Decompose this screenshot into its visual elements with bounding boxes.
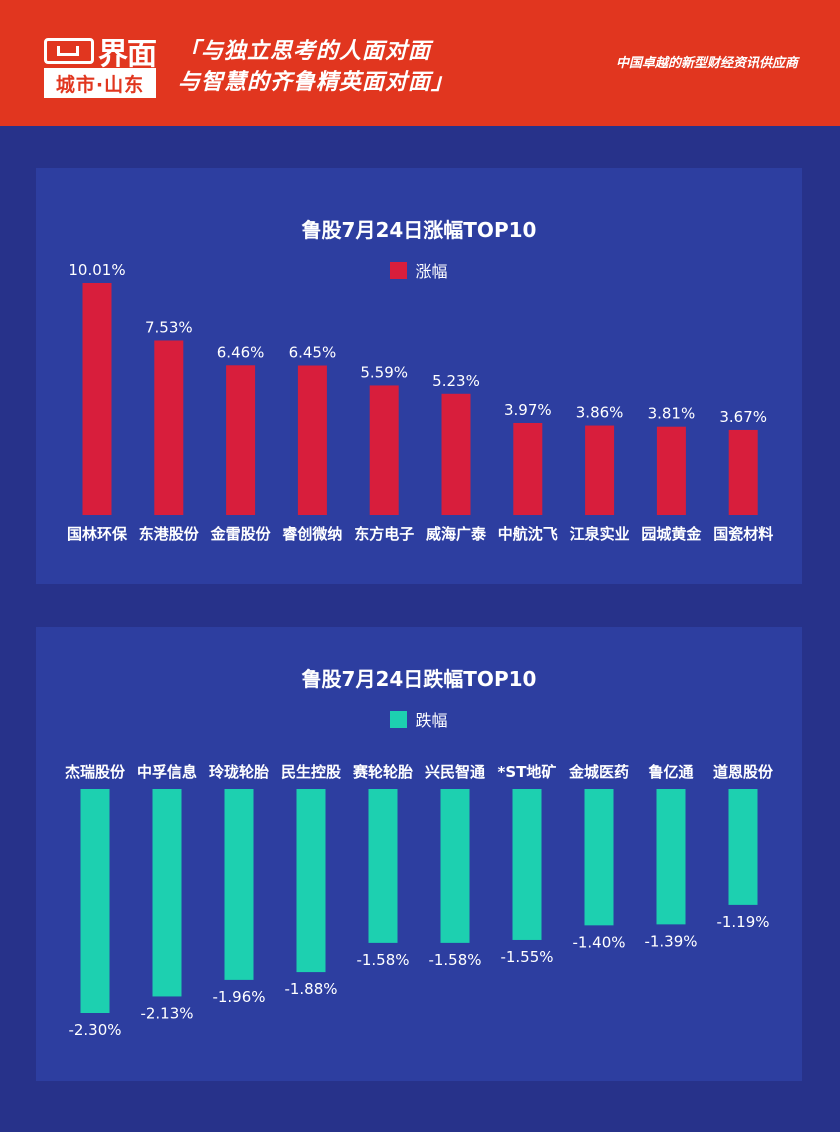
gain-category-label: 江泉实业 — [570, 525, 630, 543]
gainers-chart: 10.01% 国林环保 7.53% 东港股份 6.46% 金雷股份 6.45% 睿创微纳 5.5… — [67, 261, 773, 543]
loss-value-label: -1.39% — [644, 932, 697, 950]
gain-category-label: 威海广泰 — [426, 525, 487, 543]
gain-bar — [369, 385, 399, 515]
gainers-legend-swatch — [390, 261, 408, 279]
gain-value-label: 5.23% — [432, 372, 480, 390]
loss-value-label: -1.55% — [500, 948, 553, 966]
gain-value-label: 7.53% — [145, 318, 193, 336]
loss-bar — [440, 789, 470, 943]
gain-bar — [226, 365, 256, 515]
gain-category-label: 东方电子 — [354, 525, 414, 543]
loss-category-label: 鲁亿通 — [648, 763, 693, 781]
losers-legend-label: 跌幅 — [415, 711, 448, 730]
loss-category-label: 民生控股 — [281, 763, 342, 781]
slogan-line-1: 「与独立思考的人面对面 — [178, 39, 432, 64]
gain-bar — [513, 422, 543, 515]
losers-legend-swatch — [390, 710, 408, 728]
gainers-panel: 鲁股7月24日涨幅TOP10 涨幅 10.01% 国林环保 7.53% 东港股份 6.4… — [36, 168, 802, 584]
gain-category-label: 金雷股份 — [210, 525, 272, 543]
gain-bar — [154, 340, 184, 515]
loss-category-label: 赛轮轮胎 — [352, 763, 413, 781]
loss-value-label: -1.40% — [572, 933, 625, 951]
gain-bar — [728, 429, 758, 515]
gain-bar — [441, 393, 471, 515]
loss-category-label: 道恩股份 — [713, 763, 774, 781]
logo-subtitle: 城市·山东 — [44, 68, 156, 98]
loss-value-label: -2.13% — [140, 1004, 193, 1022]
gain-bar — [297, 365, 327, 515]
loss-bar — [584, 789, 614, 926]
loss-category-label: 玲珑轮胎 — [209, 763, 269, 781]
loss-value-label: -1.96% — [212, 988, 265, 1006]
gain-value-label: 10.01% — [68, 261, 125, 279]
losers-chart-title: 鲁股7月24日跌幅TOP10 — [301, 667, 537, 691]
header-banner: 界面 城市·山东 「与独立思考的人面对面 与智慧的齐鲁精英面对面」 中国卓越的新… — [0, 0, 840, 126]
gain-bar — [585, 425, 615, 515]
gain-category-label: 国林环保 — [67, 525, 128, 543]
gain-value-label: 3.97% — [504, 401, 552, 419]
tagline: 中国卓越的新型财经资讯供应商 — [615, 56, 798, 71]
loss-value-label: -1.19% — [716, 913, 769, 931]
gainers-legend: 涨幅 — [36, 258, 802, 282]
logo-icon — [44, 38, 94, 64]
loss-bar — [80, 789, 110, 1013]
gain-value-label: 3.81% — [648, 405, 696, 423]
losers-chart: -2.30% 杰瑞股份 -2.13% 中孚信息 -1.96% 玲珑轮胎 -1.88% 民生控股… — [65, 763, 774, 1039]
gain-category-label: 园城黄金 — [641, 525, 702, 543]
loss-bar — [728, 789, 758, 905]
loss-bar — [512, 789, 542, 940]
logo-text: 界面 — [98, 37, 157, 72]
gain-value-label: 3.67% — [719, 408, 767, 426]
gain-bar — [82, 283, 112, 515]
loss-value-label: -1.58% — [428, 951, 481, 969]
gain-value-label: 3.86% — [576, 404, 624, 422]
brand-logo: 界面 — [44, 34, 157, 72]
gain-value-label: 6.46% — [217, 343, 265, 361]
loss-category-label: 杰瑞股份 — [65, 763, 126, 781]
loss-category-label: 兴民智通 — [425, 763, 485, 781]
loss-value-label: -1.58% — [356, 951, 409, 969]
losers-panel: 鲁股7月24日跌幅TOP10 跌幅 -2.30% 杰瑞股份 -2.13% 中孚信息 -1… — [36, 627, 802, 1081]
loss-category-label: 金城医药 — [568, 763, 629, 781]
loss-bar — [296, 789, 326, 973]
loss-bar — [656, 789, 686, 925]
loss-bar — [368, 789, 398, 943]
slogan-line-2: 与智慧的齐鲁精英面对面」 — [178, 70, 455, 95]
gain-category-label: 中航沈飞 — [498, 525, 558, 543]
loss-value-label: -1.88% — [284, 980, 337, 998]
gain-category-label: 睿创微纳 — [282, 525, 342, 543]
loss-category-label: 中孚信息 — [137, 763, 197, 781]
loss-bar — [152, 789, 182, 997]
gainers-chart-title: 鲁股7月24日涨幅TOP10 — [301, 218, 537, 242]
loss-value-label: -2.30% — [68, 1021, 121, 1039]
gain-category-label: 东港股份 — [139, 525, 200, 543]
loss-bar — [224, 789, 254, 980]
gain-value-label: 6.45% — [289, 344, 337, 362]
gain-bar — [656, 426, 686, 515]
losers-legend: 跌幅 — [36, 707, 802, 731]
gain-value-label: 5.59% — [360, 363, 408, 381]
loss-category-label: *ST地矿 — [498, 763, 557, 781]
gainers-legend-label: 涨幅 — [415, 262, 448, 281]
gain-category-label: 国瓷材料 — [713, 525, 773, 543]
